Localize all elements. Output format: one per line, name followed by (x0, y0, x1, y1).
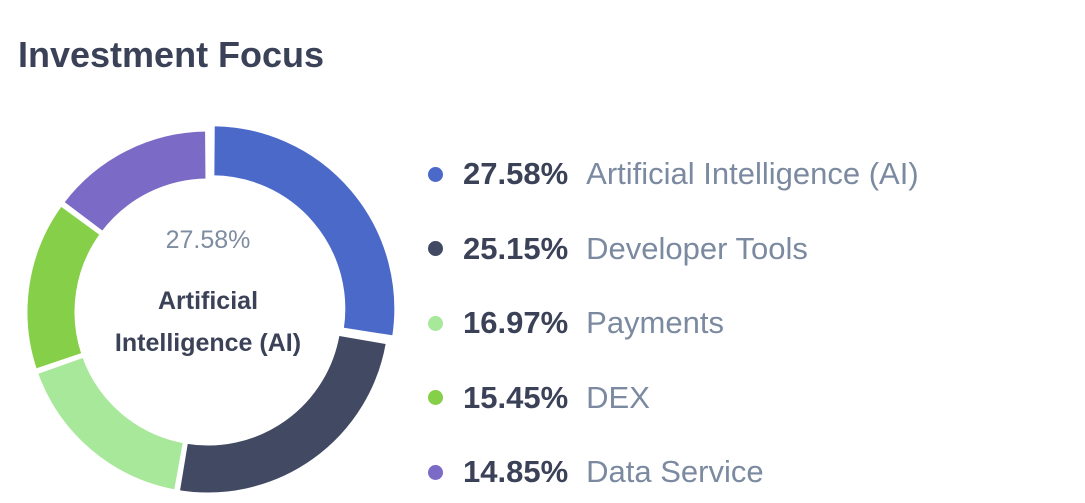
legend-label: DEX (586, 379, 650, 415)
legend-label: Data Service (586, 454, 764, 490)
chart-title: Investment Focus (18, 34, 325, 75)
legend-percentage: 27.58% (463, 156, 569, 192)
legend-percentage: 16.97% (463, 305, 569, 341)
legend-item[interactable]: 16.97% Payments (428, 286, 1078, 361)
legend-dot-icon (428, 390, 443, 406)
legend-percentage: 15.45% (463, 379, 569, 415)
legend-item[interactable]: 25.15% Developer Tools (428, 212, 1078, 287)
legend-label: Payments (586, 305, 724, 341)
legend-percentage: 14.85% (463, 454, 569, 490)
legend-item[interactable]: 15.45% DEX (428, 361, 1078, 436)
donut-svg (24, 123, 398, 496)
legend-dot-icon (428, 241, 443, 257)
legend-dot-icon (428, 315, 443, 331)
donut-slice[interactable] (24, 202, 104, 373)
donut-slice[interactable] (60, 128, 209, 235)
legend-item[interactable]: 14.85% Data Service (428, 435, 1078, 503)
donut-slice[interactable] (34, 354, 187, 493)
legend-dot-icon (428, 166, 443, 182)
legend-label: Artificial Intelligence (AI) (586, 156, 919, 192)
legend-dot-icon (428, 464, 443, 480)
donut-slice[interactable] (211, 123, 398, 339)
donut-chart: 27.58% Artificial Intelligence (AI) (18, 122, 402, 503)
donut-slice[interactable] (176, 332, 390, 496)
legend-percentage: 25.15% (463, 230, 569, 266)
legend-label: Developer Tools (586, 230, 808, 266)
chart-legend: 27.58% Artificial Intelligence (AI) 25.1… (428, 137, 1078, 503)
legend-item[interactable]: 27.58% Artificial Intelligence (AI) (428, 137, 1078, 212)
